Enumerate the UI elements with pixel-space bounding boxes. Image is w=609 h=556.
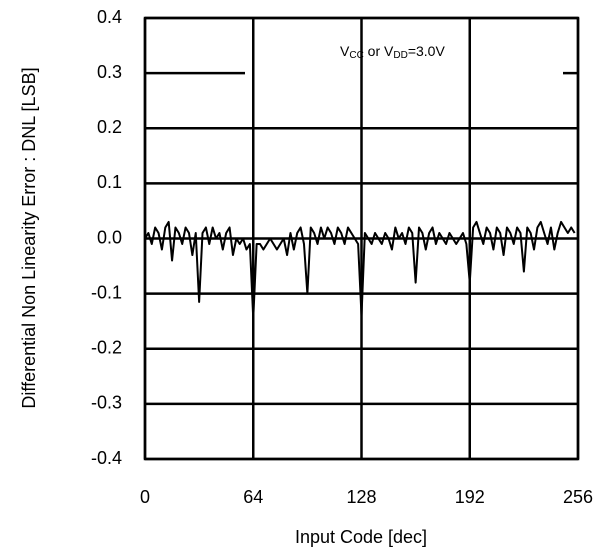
x-tick-label: 256	[563, 487, 593, 507]
x-axis-label: Input Code [dec]	[295, 527, 427, 547]
x-tick-label: 192	[455, 487, 485, 507]
annotation-text: or V	[364, 43, 394, 59]
annotation-text: =3.0V	[408, 43, 446, 59]
y-tick-label: 0.4	[97, 7, 122, 27]
y-tick-label: -0.2	[91, 338, 122, 358]
y-tick-label: -0.4	[91, 448, 122, 468]
y-tick-label: 0.0	[97, 227, 122, 247]
y-tick-label: 0.1	[97, 172, 122, 192]
y-tick-label: -0.1	[91, 282, 122, 302]
annotation-subscript: DD	[393, 50, 407, 61]
annotation: VCC or VDD=3.0V	[340, 43, 445, 61]
x-tick-label: 128	[346, 487, 376, 507]
x-tick-label: 64	[243, 487, 263, 507]
data-line	[144, 220, 576, 320]
y-axis-label: Differential Non Linearity Error : DNL […	[19, 67, 39, 408]
annotation-text: V	[340, 43, 350, 59]
annotation-subscript: CC	[349, 50, 363, 61]
x-tick-label: 0	[140, 487, 150, 507]
y-tick-label: 0.2	[97, 117, 122, 137]
y-tick-label: 0.3	[97, 62, 122, 82]
y-tick-label: -0.3	[91, 393, 122, 413]
annotation-background	[245, 60, 563, 86]
